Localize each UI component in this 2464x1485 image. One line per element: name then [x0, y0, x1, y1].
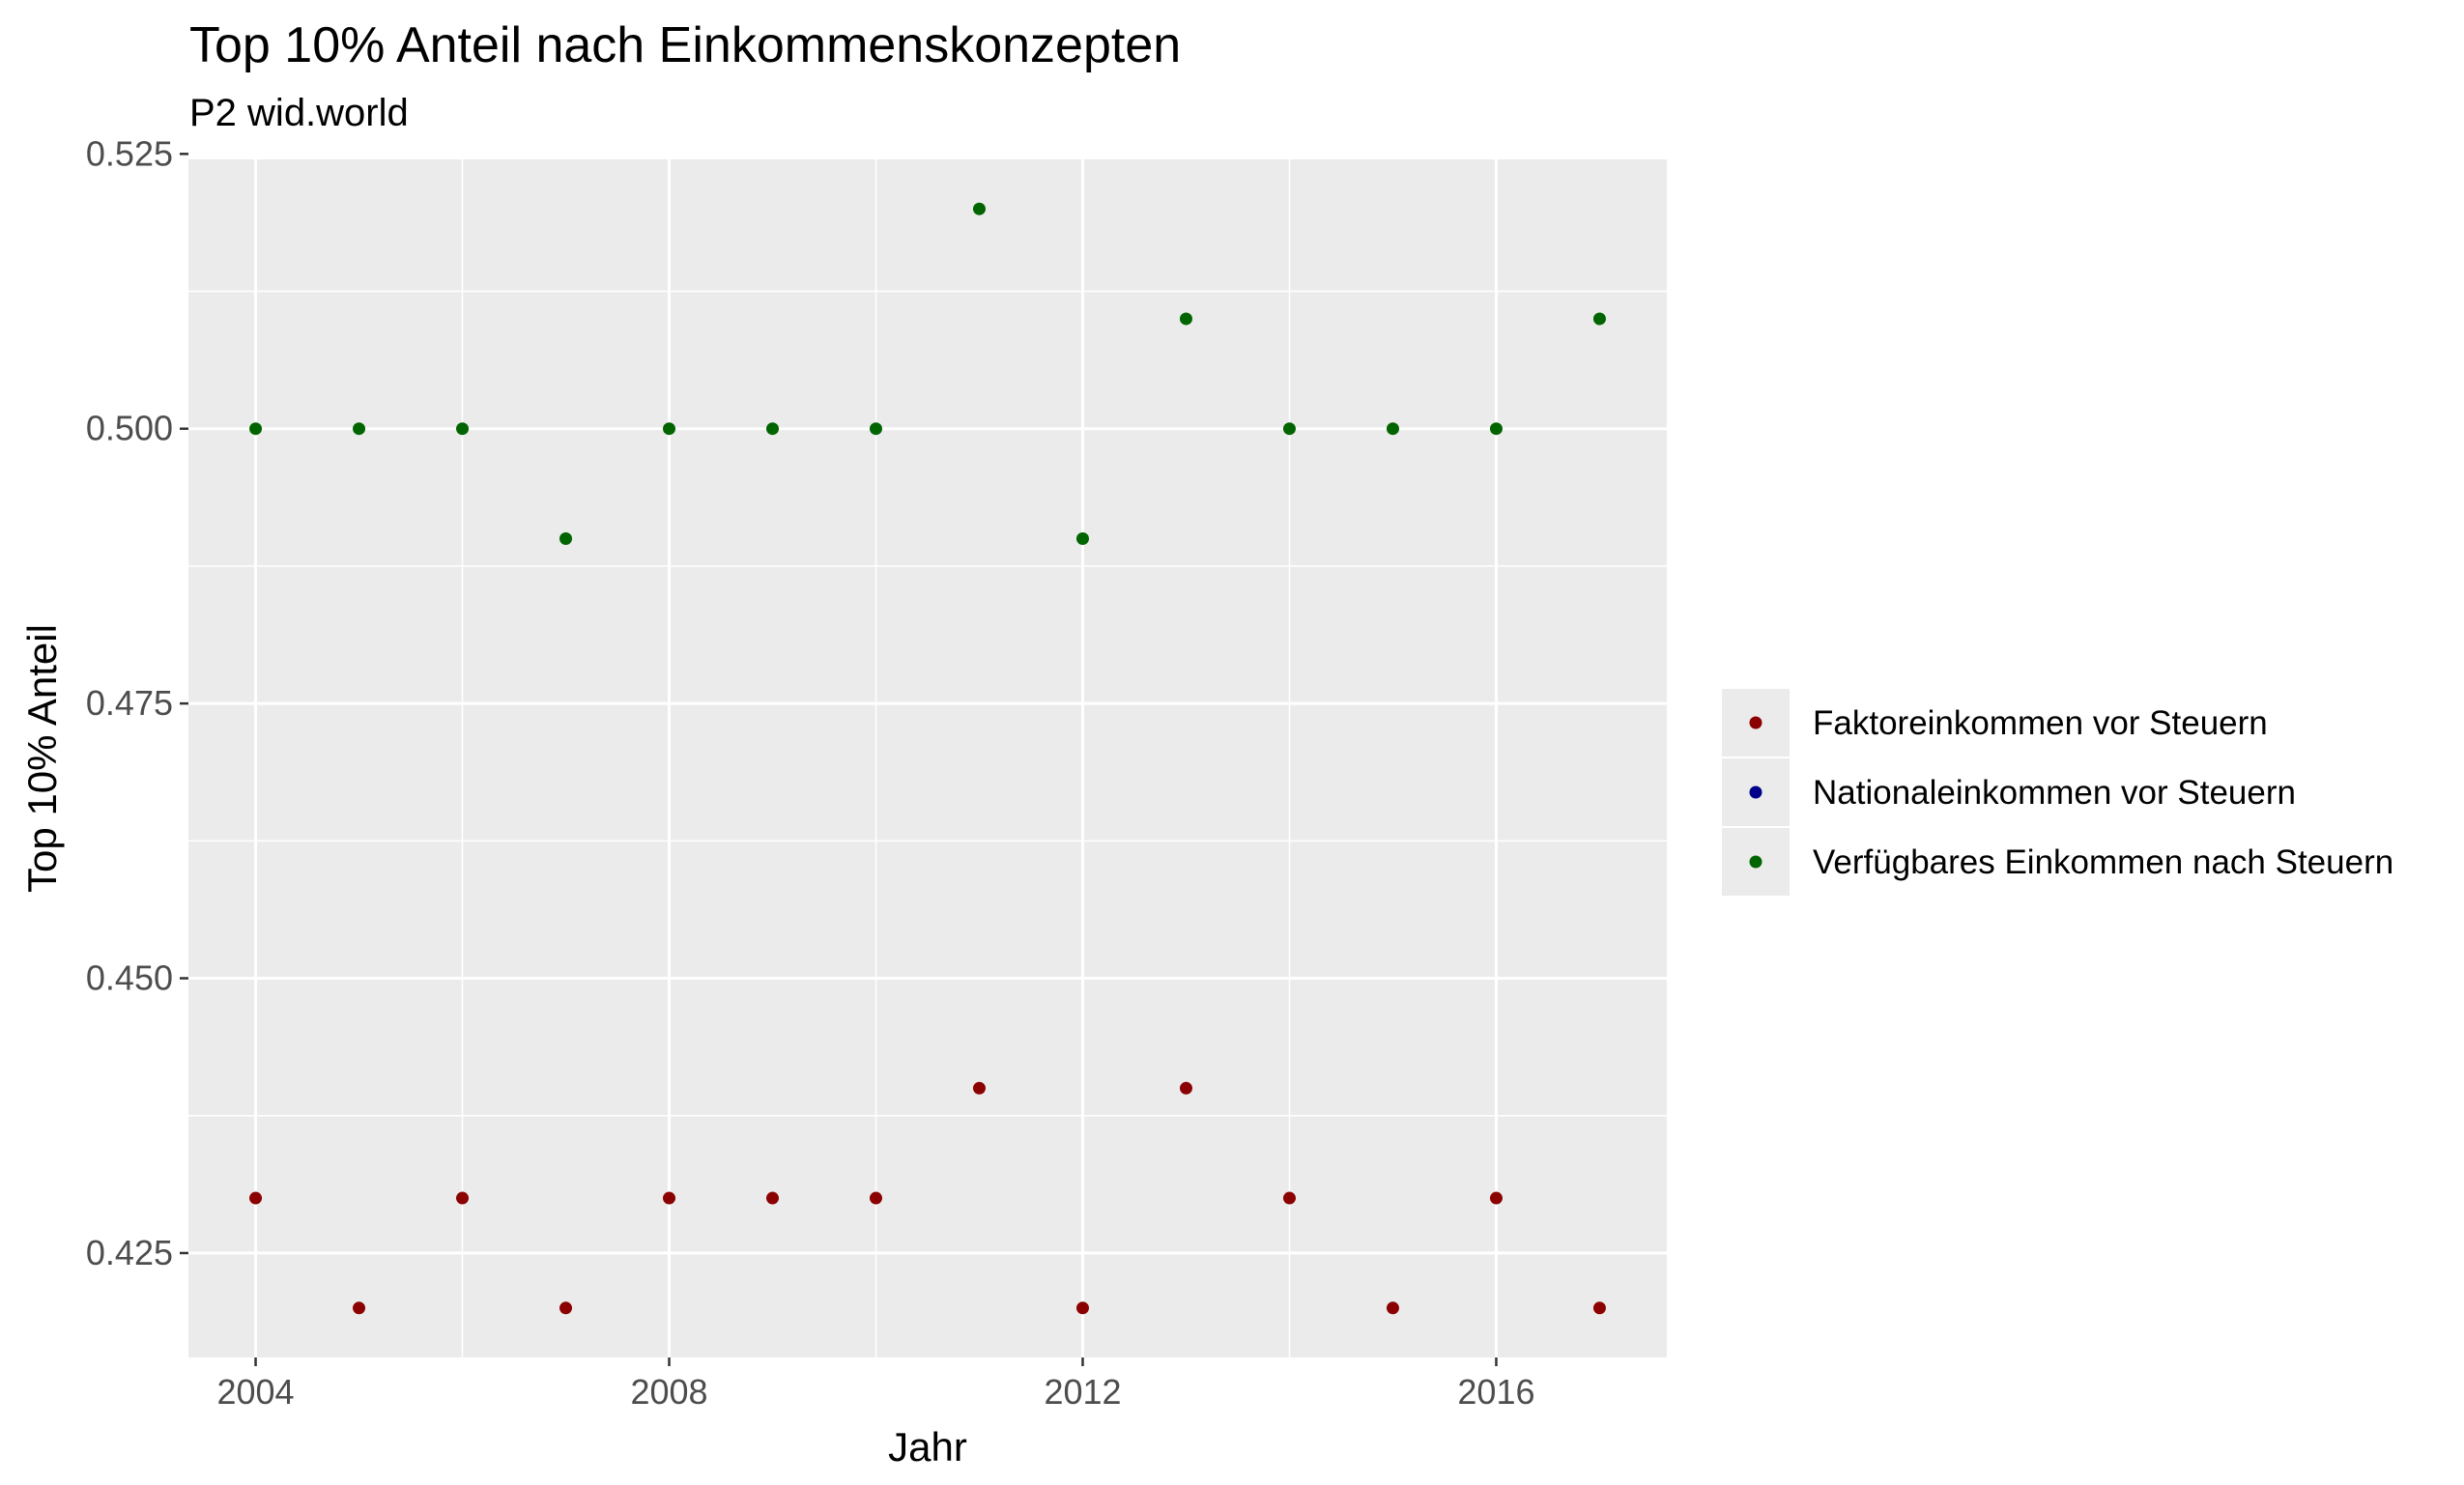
point-faktoreinkommen-vor-steuern: [870, 1191, 883, 1205]
legend: Faktoreinkommen vor Steuern Nationaleinko…: [1722, 689, 2393, 896]
point-verf-gbares-einkommen-nach-steuern: [1489, 422, 1503, 436]
point-faktoreinkommen-vor-steuern: [559, 1301, 573, 1315]
x-tick-label: 2008: [630, 1372, 707, 1412]
legend-label-verf-gbares-einkommen-nach-steuern: Verfügbares Einkommen nach Steuern: [1813, 843, 2393, 881]
point-verf-gbares-einkommen-nach-steuern: [456, 422, 470, 436]
point-verf-gbares-einkommen-nach-steuern: [870, 422, 883, 436]
chart-title: Top 10% Anteil nach Einkommenskonzepten: [189, 17, 1181, 73]
point-verf-gbares-einkommen-nach-steuern: [972, 202, 986, 215]
point-faktoreinkommen-vor-steuern: [353, 1301, 366, 1315]
y-tick-label: 0.525: [86, 133, 173, 173]
x-axis: 2004 2008 2012 2016: [216, 1357, 1535, 1412]
legend-label-faktoreinkommen-vor-steuern: Faktoreinkommen vor Steuern: [1813, 704, 2268, 742]
point-faktoreinkommen-vor-steuern: [766, 1191, 780, 1205]
point-verf-gbares-einkommen-nach-steuern: [353, 422, 366, 436]
point-verf-gbares-einkommen-nach-steuern: [766, 422, 780, 436]
x-tick-label: 2004: [216, 1372, 294, 1412]
point-faktoreinkommen-vor-steuern: [456, 1191, 470, 1205]
point-faktoreinkommen-vor-steuern: [1386, 1301, 1399, 1315]
y-tick-label: 0.450: [86, 958, 173, 998]
x-tick-label: 2012: [1044, 1372, 1121, 1412]
y-tick-label: 0.475: [86, 683, 173, 723]
legend-label-nationaleinkommen-vor-steuern: Nationaleinkommen vor Steuern: [1813, 774, 2296, 812]
y-axis-title: Top 10% Anteil: [19, 624, 65, 893]
legend-marker-faktoreinkommen-vor-steuern: [1749, 716, 1762, 729]
point-faktoreinkommen-vor-steuern: [1179, 1081, 1192, 1095]
point-faktoreinkommen-vor-steuern: [1489, 1191, 1503, 1205]
major-gridlines: [188, 152, 1667, 1357]
point-faktoreinkommen-vor-steuern: [972, 1081, 986, 1095]
y-axis: 0.425 0.450 0.475 0.500 0.525: [86, 133, 188, 1272]
point-faktoreinkommen-vor-steuern: [1075, 1301, 1089, 1315]
point-faktoreinkommen-vor-steuern: [663, 1191, 676, 1205]
plot-panel: [188, 159, 1667, 1357]
point-verf-gbares-einkommen-nach-steuern: [1386, 422, 1399, 436]
point-faktoreinkommen-vor-steuern: [249, 1191, 263, 1205]
x-tick-label: 2016: [1457, 1372, 1534, 1412]
x-axis-title: Jahr: [888, 1424, 967, 1470]
y-tick-label: 0.425: [86, 1233, 173, 1272]
point-verf-gbares-einkommen-nach-steuern: [559, 531, 573, 545]
minor-gridlines: [188, 159, 1667, 1357]
legend-marker-verf-gbares-einkommen-nach-steuern: [1749, 855, 1762, 869]
point-verf-gbares-einkommen-nach-steuern: [249, 422, 263, 436]
point-faktoreinkommen-vor-steuern: [1592, 1301, 1606, 1315]
y-tick-label: 0.500: [86, 409, 173, 448]
chart-subtitle: P2 wid.world: [189, 92, 409, 134]
legend-marker-nationaleinkommen-vor-steuern: [1749, 785, 1762, 799]
point-verf-gbares-einkommen-nach-steuern: [1282, 422, 1296, 436]
point-verf-gbares-einkommen-nach-steuern: [1075, 531, 1089, 545]
point-verf-gbares-einkommen-nach-steuern: [663, 422, 676, 436]
point-verf-gbares-einkommen-nach-steuern: [1592, 312, 1606, 326]
data-points: [249, 202, 1606, 1315]
point-verf-gbares-einkommen-nach-steuern: [1179, 312, 1192, 326]
point-faktoreinkommen-vor-steuern: [1282, 1191, 1296, 1205]
